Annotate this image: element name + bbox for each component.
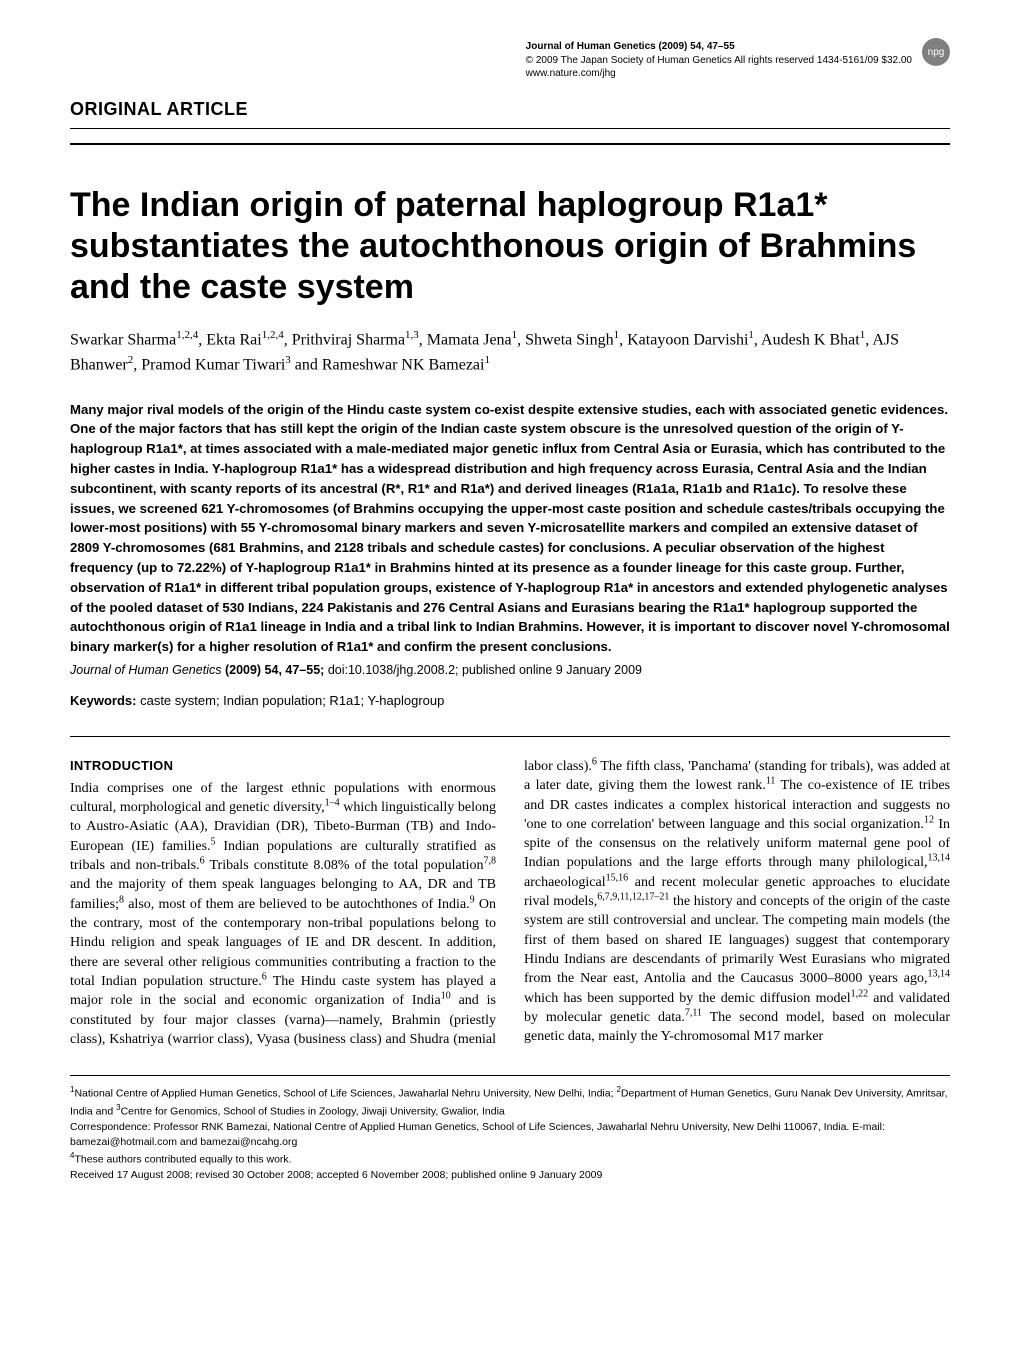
citation-doi: doi:10.1038/jhg.2008.2; published online… <box>328 663 642 677</box>
authors-line: Swarkar Sharma1,2,4, Ekta Rai1,2,4, Prit… <box>70 327 950 378</box>
divider-footer <box>70 1075 950 1076</box>
footnote-contributions: 4These authors contributed equally to th… <box>70 1150 950 1168</box>
intro-heading: INTRODUCTION <box>70 757 496 775</box>
footnotes-block: 1National Centre of Applied Human Geneti… <box>70 1084 950 1183</box>
journal-url: www.nature.com/jhg <box>526 67 912 81</box>
article-title: The Indian origin of paternal haplogroup… <box>70 185 950 309</box>
journal-meta-block: Journal of Human Genetics (2009) 54, 47–… <box>526 40 912 81</box>
footnote-affiliations: 1National Centre of Applied Human Geneti… <box>70 1084 950 1119</box>
footnote-received: Received 17 August 2008; revised 30 Octo… <box>70 1168 950 1183</box>
abstract-text: Many major rival models of the origin of… <box>70 400 950 657</box>
section-label: ORIGINAL ARTICLE <box>70 99 950 120</box>
npg-badge-icon: npg <box>922 38 950 66</box>
body-text-col1: India comprises one of the largest ethni… <box>70 759 557 1047</box>
keywords-label: Keywords: <box>70 693 136 708</box>
keywords-text: caste system; Indian population; R1a1; Y… <box>140 693 444 708</box>
citation-journal: Journal of Human Genetics <box>70 663 221 677</box>
header-meta: Journal of Human Genetics (2009) 54, 47–… <box>70 40 950 81</box>
body-text-col2: class).6 The fifth class, 'Panchama' (st… <box>524 759 950 1044</box>
keywords-line: Keywords: caste system; Indian populatio… <box>70 693 950 708</box>
citation-vol: (2009) 54, 47–55; <box>225 663 324 677</box>
title-block: The Indian origin of paternal haplogroup… <box>70 185 950 309</box>
footnote-correspondence: Correspondence: Professor RNK Bamezai, N… <box>70 1120 950 1150</box>
journal-line: Journal of Human Genetics (2009) 54, 47–… <box>526 40 912 54</box>
divider-top-thick <box>70 143 950 145</box>
citation-line: Journal of Human Genetics (2009) 54, 47–… <box>70 663 950 677</box>
body-two-column: INTRODUCTION India comprises one of the … <box>70 757 950 1049</box>
copyright-line: © 2009 The Japan Society of Human Geneti… <box>526 54 912 68</box>
